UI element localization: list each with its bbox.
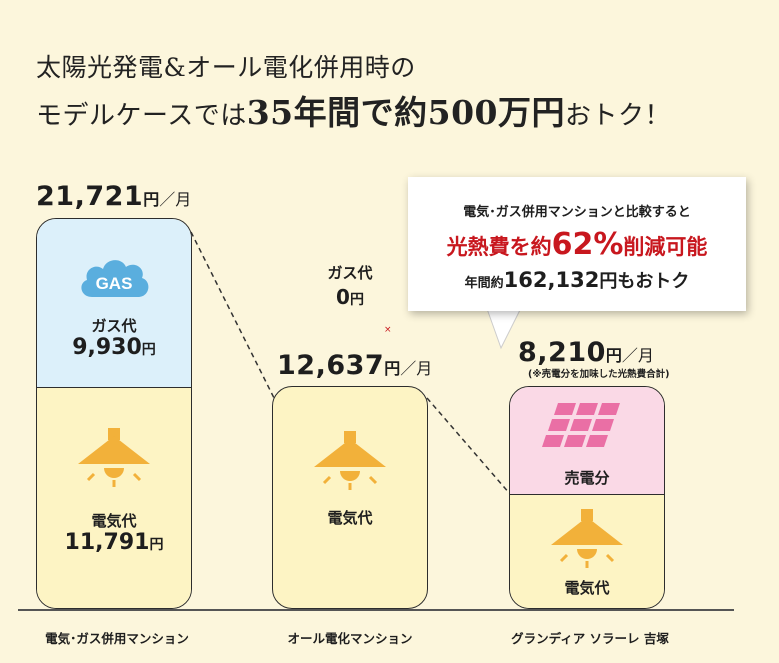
callout-annual-suffix: 円もおトク [599,271,690,292]
callout-annual: 年間約162,132円もおトク [408,267,746,293]
callout-annual-amount: 162,132 [503,268,600,292]
gas-value: 9,930 [72,335,142,360]
callout-reduction-a: 光熱費を約 [446,235,552,259]
total-value: 12,637 [277,350,385,381]
savings-callout: 電気･ガス併用マンションと比較すると 光熱費を約62%削減可能 年間約162,1… [408,177,746,311]
callout-annual-prefix: 年間約 [464,276,504,291]
callout-reduction: 光熱費を約62%削減可能 [408,227,746,262]
lamp-icon [314,431,386,490]
category-label-solare: グランディア ソラーレ 吉塚 [511,631,669,646]
per-month-unit: ／月 [159,190,192,209]
callout-percent: 62% [551,227,624,262]
chart-baseline [18,609,734,611]
yen-unit: 円 [143,190,160,209]
yen-unit: 円 [349,292,364,308]
gas-value-label: 9,930円 [37,335,191,360]
bar-all-electric: 電気代 [272,386,428,609]
bar-segment-gas: GAS ガス代 9,930円 [37,219,191,387]
total-label-all-electric: 12,637円／月 [277,350,432,381]
cross-mark: × [384,325,392,335]
yen-unit: 円 [149,537,164,553]
category-label-gas-mansion: 電気･ガス併用マンション [45,631,189,646]
sale-series-label: 売電分 [564,469,610,487]
headline-line1: 太陽光発電&オール電化併用時の [36,53,416,82]
headline-suffix: おトク！ [565,101,672,131]
gas-zero-value: 0 [336,285,350,309]
electricity-value-label: 11,791円 [37,530,191,555]
total-label-solare: 8,210円／月 [518,337,654,368]
gas-zero-label: ガス代 0円 [300,262,400,309]
yen-unit: 円 [384,359,401,378]
callout-comparison: 電気･ガス併用マンションと比較すると [463,205,691,220]
gas-cloud-icon: GAS [81,260,149,297]
electricity-value: 11,791 [64,530,150,555]
electricity-series-label: 電気代 [564,579,610,597]
headline-line2: モデルケースでは35年間で約500万円おトク！ [36,86,671,134]
per-month-unit: ／月 [400,359,433,378]
bar-segment-electricity: 電気代 [510,494,664,608]
solar-panel-icon [542,403,620,447]
bar-gas-mansion: GAS ガス代 9,930円 電気代 11,791円 [36,218,192,609]
category-label-all-electric: オール電化マンション [287,631,413,646]
electricity-series-label: 電気代 [91,512,137,530]
total-value: 21,721 [36,181,144,212]
gas-zero-series: ガス代 [327,264,373,282]
total-note: (※売電分を加味した光熱費合計) [528,369,670,380]
bar-segment-electricity: 電気代 11,791円 [37,387,191,608]
lamp-icon [78,428,150,487]
callout-reduction-b: 削減可能 [623,235,708,259]
yen-unit: 円 [605,346,622,365]
bar-solare: 売電分 電気代 [509,386,665,609]
gas-series-label: ガス代 [91,317,137,335]
headline-emphasis: 35年間で約500万円 [246,93,566,132]
total-value: 8,210 [518,337,606,368]
headline-prefix: モデルケースでは [36,101,247,131]
yen-unit: 円 [141,342,156,358]
per-month-unit: ／月 [621,346,654,365]
lamp-icon [551,509,623,568]
gas-cloud-text: GAS [96,274,133,293]
bar-segment-sale: 売電分 [510,387,664,494]
electricity-series-label: 電気代 [327,509,373,527]
total-label-gas-mansion: 21,721円／月 [36,181,191,212]
